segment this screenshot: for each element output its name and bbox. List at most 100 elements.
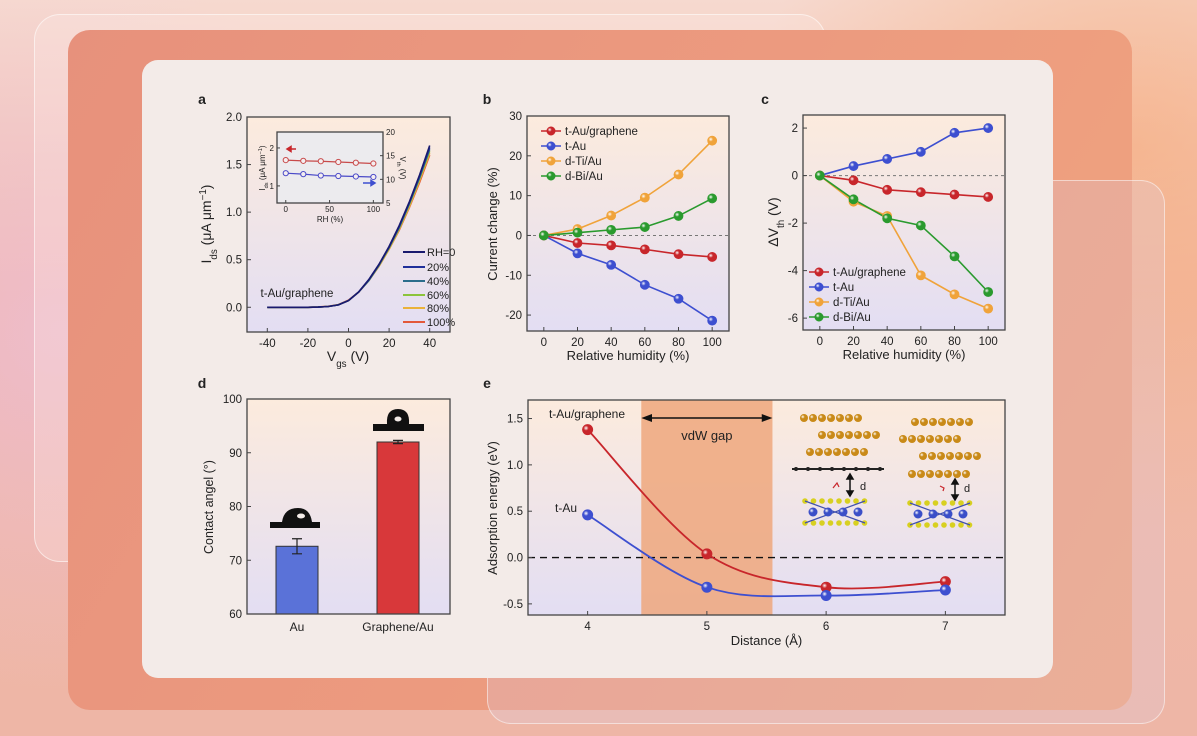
axis-label-part: th	[776, 220, 787, 228]
series-line	[543, 234, 713, 322]
au-atom	[919, 452, 927, 460]
metal-atom	[838, 507, 848, 517]
energy-curve	[586, 429, 946, 590]
x-tick-label: 0	[817, 336, 823, 348]
y-axis-label: Contact angel (°)	[202, 460, 216, 554]
bar-au	[275, 545, 319, 615]
data-point	[983, 192, 994, 202]
axis-label-part: V	[398, 157, 407, 163]
data-point	[707, 315, 718, 326]
bond	[909, 502, 971, 526]
y-tick-label: 0	[516, 230, 522, 242]
s-atom	[915, 522, 922, 528]
y-tick-label: 1.0	[226, 207, 242, 219]
droplet-substrate-icon	[373, 424, 424, 431]
transfer-curve	[267, 145, 431, 309]
au-atom	[836, 431, 844, 439]
data-point	[606, 224, 617, 235]
data-point	[848, 194, 859, 205]
bond	[804, 500, 866, 524]
y-tick-label: 0.0	[507, 553, 523, 565]
x-tick-label: -40	[259, 338, 276, 350]
x-tick-label: 100	[979, 336, 998, 348]
axis-label-part: (V)	[398, 167, 407, 180]
left-axis-arrow-icon	[285, 145, 296, 153]
inset-data-point	[335, 172, 342, 180]
data-point	[915, 270, 926, 281]
error-bar	[393, 439, 403, 445]
energy-curve	[587, 514, 946, 598]
s-atom	[844, 498, 851, 504]
x-tick-label: 20	[847, 336, 860, 348]
data-point	[814, 312, 824, 322]
au-atom	[935, 435, 943, 443]
axis-label-part: )	[198, 185, 214, 190]
legend-label: RH=0	[427, 247, 455, 259]
y-tick-label: 1.5	[507, 414, 523, 426]
y-tick-label: 70	[229, 555, 242, 567]
axis-label-part: I	[198, 260, 214, 264]
x-tick-label: 20	[383, 338, 396, 350]
distance-label: d	[964, 483, 970, 495]
inset-data-point	[335, 158, 342, 166]
metal-atom	[823, 507, 833, 517]
au-atom	[818, 431, 826, 439]
c-atom	[818, 467, 822, 471]
inset-x-tick-label: 0	[284, 205, 289, 214]
inset-x-axis-label: RH (%)	[317, 215, 344, 224]
data-point	[606, 240, 617, 251]
data-point	[639, 192, 650, 203]
axis-label-part: (V)	[347, 348, 370, 364]
x-axis-label: Vgs (V)	[327, 348, 369, 370]
metal-atom	[808, 507, 818, 517]
data-point	[582, 424, 594, 436]
x-tick-label: 6	[823, 621, 829, 633]
x-axis-label: Distance (Å)	[731, 633, 803, 648]
data-point	[983, 123, 994, 133]
x-tick-label: 100	[703, 337, 722, 349]
data-point	[983, 287, 994, 297]
data-point	[546, 141, 556, 151]
series-line	[819, 174, 989, 293]
droplet-substrate-icon	[270, 522, 320, 528]
data-point	[814, 267, 824, 277]
au-atom	[911, 418, 919, 426]
data-point	[949, 127, 960, 138]
data-point	[983, 303, 994, 314]
y-tick-label: -10	[505, 270, 522, 282]
metal-atom	[913, 509, 923, 519]
inset-data-point	[317, 172, 324, 179]
panel-label-e: e	[483, 375, 491, 391]
x-tick-label: -20	[300, 338, 317, 350]
au-atom	[929, 418, 937, 426]
inset-data-point	[282, 156, 289, 164]
axis-label-part: I	[258, 188, 267, 190]
y-tick-label: 0	[792, 171, 798, 183]
x-tick-label: 5	[704, 621, 710, 633]
legend-label: 60%	[427, 290, 449, 302]
au-atom	[938, 418, 946, 426]
au-atom	[928, 452, 936, 460]
x-tick-label: 40	[605, 337, 618, 349]
axis-label-part: −1	[198, 189, 209, 200]
panel-label-c: c	[761, 91, 769, 107]
legend-label: d-Ti/Au	[833, 297, 870, 309]
au-atom	[806, 448, 814, 456]
distance-arrow-icon	[950, 477, 960, 502]
inset-left-axis-label: Ids (μA μm−1)	[258, 145, 270, 190]
device-annotation: t-Au/graphene	[261, 288, 334, 300]
data-point	[707, 252, 718, 262]
c-atom	[878, 467, 882, 471]
y-tick-label: -2	[788, 218, 798, 230]
inset-plot-area	[277, 132, 383, 203]
data-point	[915, 146, 926, 157]
c-atom	[842, 467, 846, 471]
x-tick-label: 60	[638, 337, 651, 349]
s-atom	[836, 520, 842, 526]
inset-right-axis-label: Vth (V)	[395, 157, 407, 180]
au-atom	[956, 418, 964, 426]
legend-label: 100%	[427, 317, 455, 329]
metal-atom	[958, 509, 968, 519]
data-point	[882, 184, 893, 195]
inset-data-point	[317, 158, 324, 165]
